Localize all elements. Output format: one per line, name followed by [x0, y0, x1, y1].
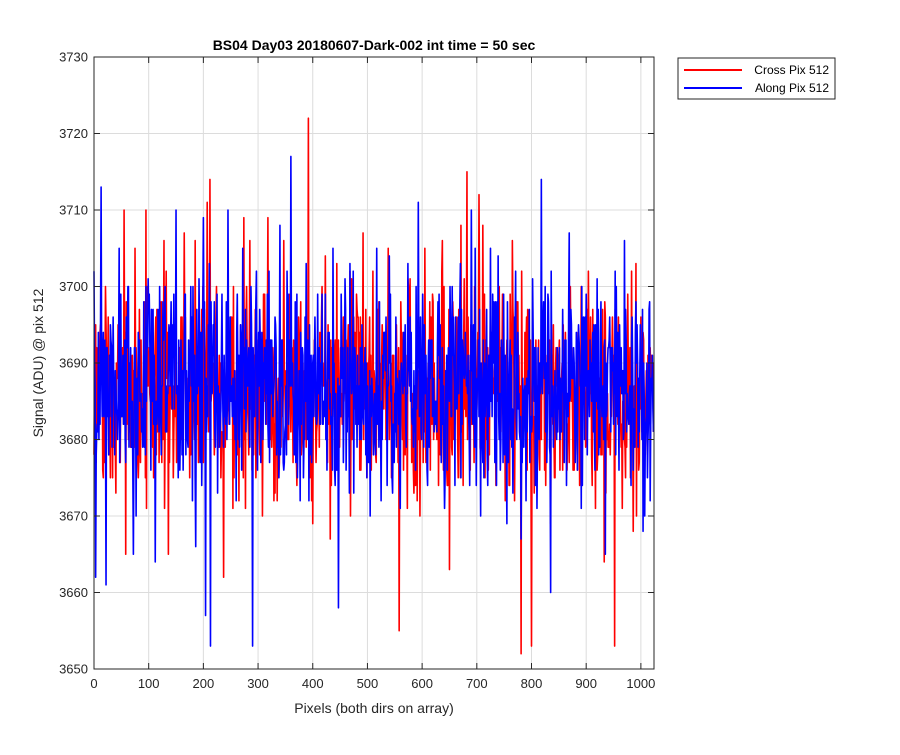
y-tick-label: 3700: [59, 279, 88, 294]
x-tick-labels: 0 100 200 300 400 500 600 700 800 900 1000: [90, 676, 655, 691]
x-tick-label: 200: [193, 676, 215, 691]
y-tick-label: 3690: [59, 356, 88, 371]
tick-marks: [93, 56, 654, 670]
x-tick-label: 900: [575, 676, 597, 691]
x-tick-label: 0: [90, 676, 97, 691]
chart-title: BS04 Day03 20180607-Dark-002 int time = …: [213, 37, 536, 53]
legend: Cross Pix 512 Along Pix 512: [677, 57, 836, 100]
along-pix-series-line: [93, 155, 655, 647]
x-tick-label: 700: [466, 676, 488, 691]
y-tick-label: 3710: [59, 203, 88, 218]
y-tick-label: 3680: [59, 432, 88, 447]
x-tick-label: 300: [247, 676, 269, 691]
y-axis-label: Signal (ADU) @ pix 512: [30, 288, 46, 437]
legend-label-cross: Cross Pix 512: [754, 63, 829, 77]
y-tick-label: 3720: [59, 126, 88, 141]
y-tick-label: 3650: [59, 662, 88, 677]
legend-label-along: Along Pix 512: [755, 81, 829, 95]
x-tick-label: 800: [521, 676, 543, 691]
y-tick-labels: 3650 3660 3670 3680 3690 3700 3710 3720 3730: [59, 50, 88, 677]
x-tick-label: 1000: [626, 676, 655, 691]
y-tick-label: 3670: [59, 509, 88, 524]
x-tick-label: 600: [411, 676, 433, 691]
x-axis-label: Pixels (both dirs on array): [294, 700, 454, 716]
x-tick-label: 100: [138, 676, 160, 691]
legend-box: [677, 57, 836, 100]
y-tick-label: 3660: [59, 585, 88, 600]
x-tick-label: 500: [357, 676, 379, 691]
series-layer: [93, 117, 655, 655]
y-tick-label: 3730: [59, 50, 88, 65]
x-tick-label: 400: [302, 676, 324, 691]
